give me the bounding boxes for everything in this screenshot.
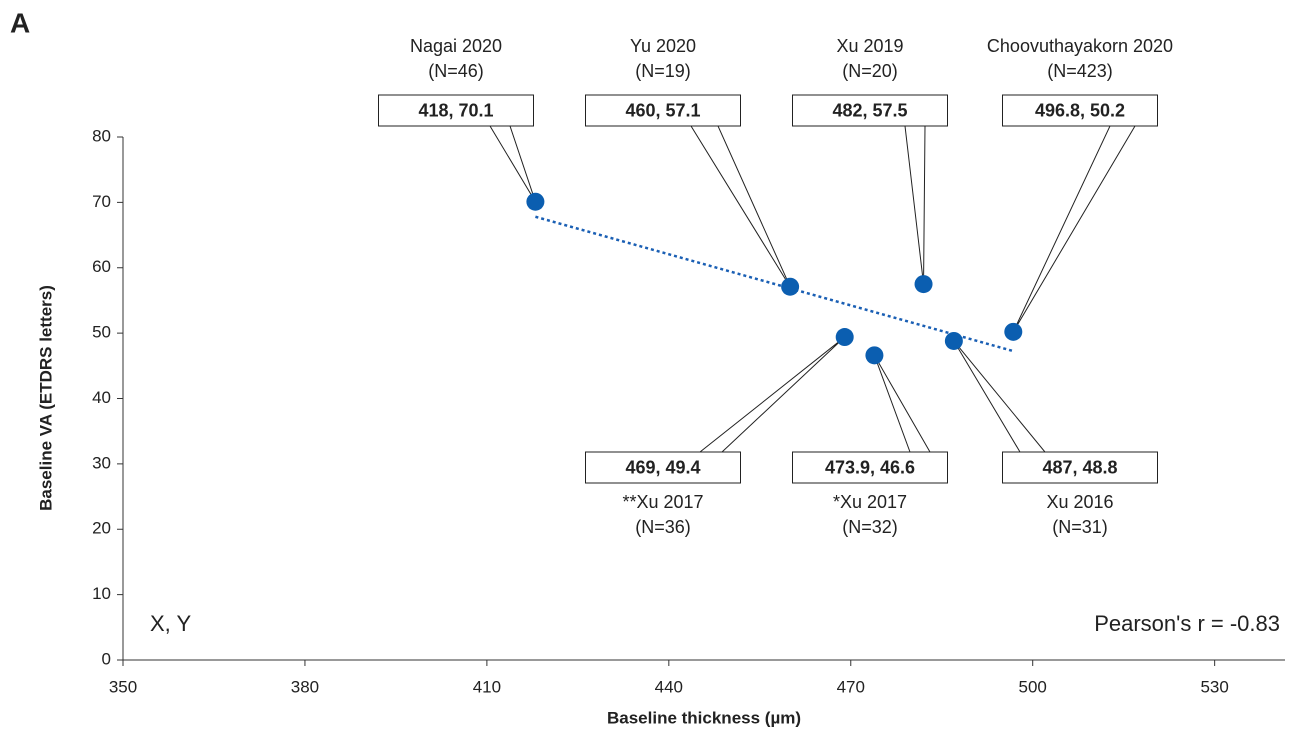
callout-pointer xyxy=(873,355,931,453)
callout-box xyxy=(792,451,948,484)
point xyxy=(914,275,933,294)
callout-pointer xyxy=(698,336,846,453)
data-label: 473.9, 46.6 xyxy=(825,457,915,477)
sample-size: (N=423) xyxy=(1047,61,1113,81)
sample-size: (N=20) xyxy=(842,61,898,81)
x-tick-label: 440 xyxy=(655,677,683,696)
x-tick-label: 530 xyxy=(1200,677,1228,696)
sample-size: (N=36) xyxy=(635,517,691,537)
callout-box xyxy=(1002,94,1158,127)
data-label: 482, 57.5 xyxy=(832,100,907,120)
point xyxy=(865,346,884,365)
study-name: *Xu 2017 xyxy=(833,492,907,512)
sample-size: (N=32) xyxy=(842,517,898,537)
trend-line xyxy=(535,215,1015,353)
study-name: Xu 2016 xyxy=(1046,492,1113,512)
x-axis-title: Baseline thickness (µm) xyxy=(607,708,801,727)
study-name: Yu 2020 xyxy=(630,36,696,56)
data-label: 418, 70.1 xyxy=(418,100,493,120)
data-label: 460, 57.1 xyxy=(625,100,700,120)
annotation: Pearson's r = -0.83 xyxy=(1094,611,1280,636)
point xyxy=(781,277,800,296)
y-tick-label: 70 xyxy=(92,192,111,211)
study-name: Xu 2019 xyxy=(836,36,903,56)
point xyxy=(1004,322,1023,341)
point xyxy=(944,331,963,350)
x-tick-label: 500 xyxy=(1019,677,1047,696)
sample-size: (N=19) xyxy=(635,61,691,81)
study-name: Nagai 2020 xyxy=(410,36,502,56)
sample-size: (N=31) xyxy=(1052,517,1108,537)
y-tick-label: 80 xyxy=(92,126,111,145)
callout-pointer xyxy=(489,125,536,202)
sample-size: (N=46) xyxy=(428,61,484,81)
x-tick-label: 410 xyxy=(473,677,501,696)
panel-label: A xyxy=(10,7,30,38)
data-label: 487, 48.8 xyxy=(1042,457,1117,477)
callout-pointer xyxy=(904,125,926,285)
callout-box xyxy=(585,451,741,484)
point xyxy=(835,328,854,347)
study-name: Choovuthayakorn 2020 xyxy=(987,36,1173,56)
y-tick-label: 0 xyxy=(102,649,111,668)
x-tick-label: 380 xyxy=(291,677,319,696)
y-tick-label: 50 xyxy=(92,323,111,342)
x-tick-label: 350 xyxy=(109,677,137,696)
callout-pointer xyxy=(1012,125,1136,333)
callout-box xyxy=(585,94,741,127)
study-name: **Xu 2017 xyxy=(622,492,703,512)
y-tick-label: 30 xyxy=(92,453,111,472)
y-tick-label: 20 xyxy=(92,519,111,538)
annotation: X, Y xyxy=(150,611,192,636)
data-label: 469, 49.4 xyxy=(625,457,700,477)
x-tick-label: 470 xyxy=(837,677,865,696)
y-tick-label: 60 xyxy=(92,257,111,276)
callout-box xyxy=(378,94,534,127)
callout-pointer xyxy=(953,340,1047,453)
callout-box xyxy=(1002,451,1158,484)
y-axis-title: Baseline VA (ETDRS letters) xyxy=(36,285,55,511)
y-tick-label: 10 xyxy=(92,584,111,603)
data-label: 496.8, 50.2 xyxy=(1035,100,1125,120)
callout-pointer xyxy=(690,125,791,287)
y-tick-label: 40 xyxy=(92,388,111,407)
point xyxy=(526,192,545,211)
callout-box xyxy=(792,94,948,127)
